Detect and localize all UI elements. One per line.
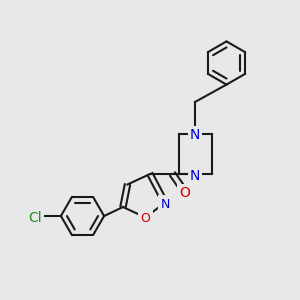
Text: Cl: Cl — [28, 211, 42, 224]
Text: O: O — [141, 212, 150, 226]
Text: N: N — [160, 197, 170, 211]
Text: O: O — [179, 186, 190, 200]
Text: N: N — [190, 169, 200, 182]
Text: N: N — [190, 128, 200, 142]
